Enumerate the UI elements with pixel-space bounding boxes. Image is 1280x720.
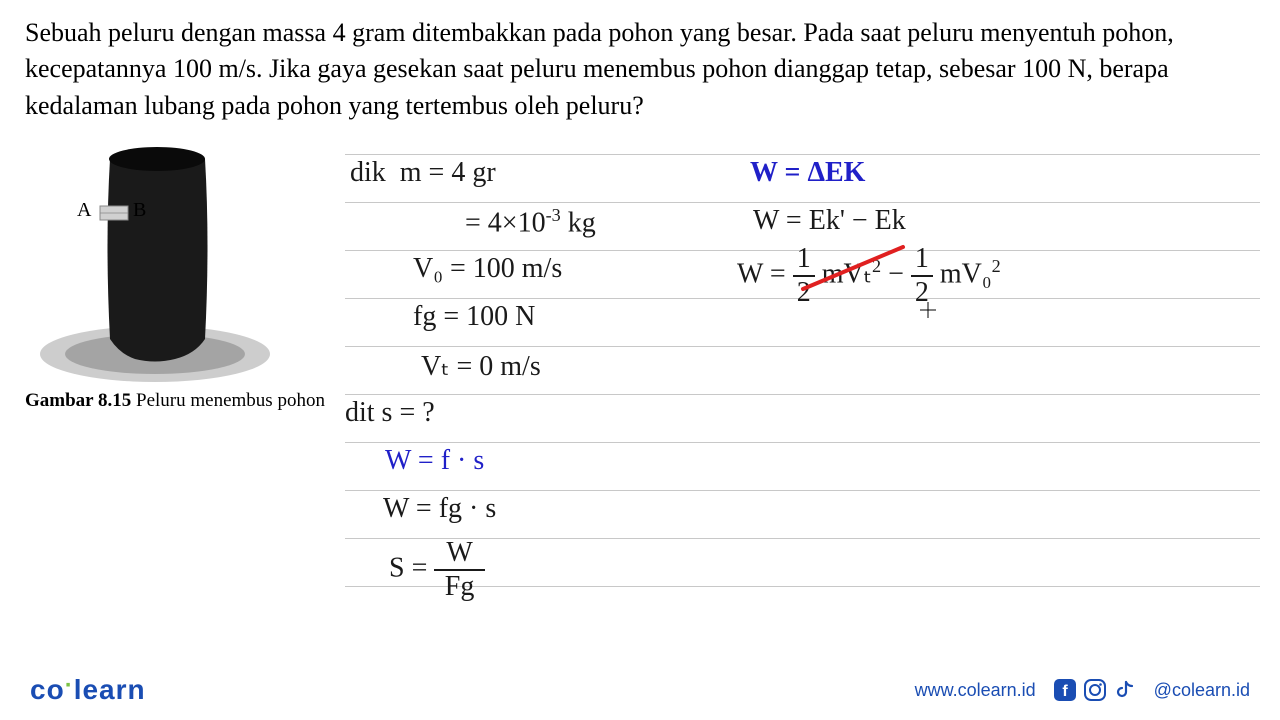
question-text: Sebuah peluru dengan massa 4 gram ditemb… [0,0,1280,134]
footer: co·learn www.colearn.id f @colearn.id [0,660,1280,720]
dit-line: dit s = ? [345,397,435,429]
content-area: A B Gambar 8.15 Peluru menembus pohon di… [0,134,1280,634]
formula-wfs: W = f · s [385,445,484,477]
work-energy-eq2: W = Ek' − Ek [753,205,906,237]
cursor-crosshair-icon [920,302,936,318]
formula-s: S = WFg [389,537,485,603]
tiktok-icon [1114,679,1136,701]
logo-co: co [30,674,65,705]
instagram-icon [1084,679,1106,701]
svg-text:f: f [1062,683,1068,700]
url: www.colearn.id [915,680,1036,701]
figure-container: A B Gambar 8.15 Peluru menembus pohon [25,144,335,414]
fg-line: fg = 100 N [413,301,535,333]
formula-wfgs: W = fg · s [383,493,496,525]
vt-line: Vₜ = 0 m/s [421,349,541,383]
facebook-icon: f [1054,679,1076,701]
footer-right: www.colearn.id f @colearn.id [915,679,1250,701]
svg-text:A: A [77,199,92,221]
work-energy-eq1: W = ΔEK [750,157,865,189]
tree-stump-illustration: A B [25,144,305,384]
social-handle: @colearn.id [1154,680,1250,701]
mass-kg: = 4×10-3 kg [465,205,596,239]
logo-learn: learn [74,674,146,705]
figure-number: Gambar 8.15 [25,390,131,411]
lined-paper: dik m = 4 gr = 4×10-3 kg V₀ = 100 m/s fg… [345,139,1260,629]
logo: co·learn [30,674,146,706]
work-energy-eq3: W = 12 mVₜ2 − 12 mV₀2 [737,243,1001,309]
social-icons: f [1054,679,1136,701]
dik-label: dik m = 4 gr [350,157,496,189]
logo-dot: · [65,672,74,699]
figure-caption-text: Peluru menembus pohon [131,390,325,411]
v0-line: V₀ = 100 m/s [413,253,562,285]
figure-caption: Gambar 8.15 Peluru menembus pohon [25,389,335,414]
svg-text:B: B [133,199,146,221]
